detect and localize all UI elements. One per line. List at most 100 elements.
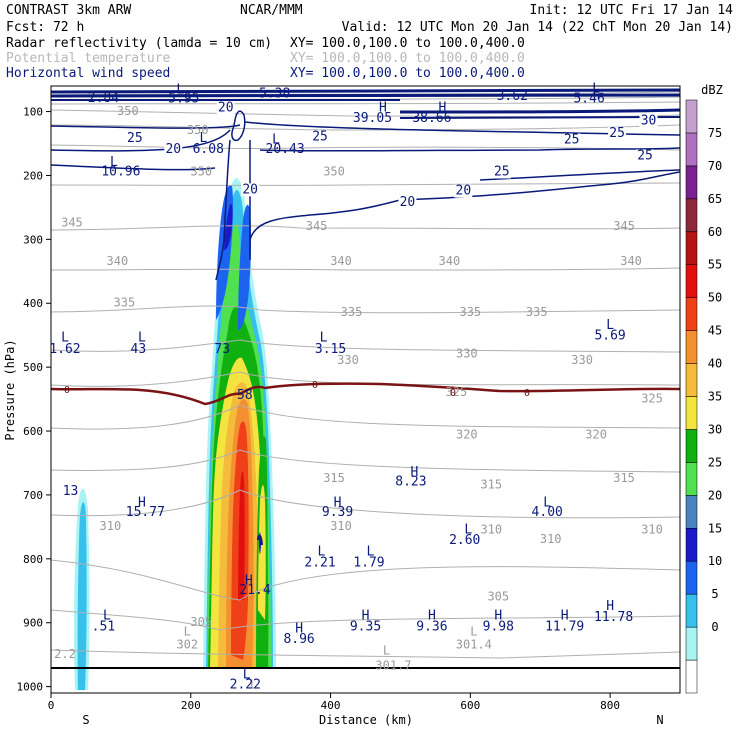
theta-label: 315: [323, 471, 345, 485]
theta-contour: [51, 609, 680, 631]
theta-label: 340: [107, 254, 129, 268]
theta-label: 320: [585, 428, 607, 442]
wind-extremum-label: 9.39: [322, 505, 353, 520]
wind-contour-values: 25 20 20 25 20 20 20 25 25 25 25 30: [125, 101, 658, 210]
wind-extremum-label: 3.62: [497, 89, 528, 104]
wind-contour-label-bg: [639, 114, 658, 128]
wind-contour-label: 30: [641, 113, 657, 128]
echo-right-cell-core: [258, 485, 266, 620]
wind-contour-label: 25: [609, 126, 625, 141]
theta-label: L: [383, 644, 390, 658]
y-axis-label: Pressure (hPa): [3, 339, 17, 440]
wind-extremum-label: 8.96: [283, 632, 314, 647]
wind-extremum-label: 9.35: [350, 619, 381, 634]
theta-label: 310: [330, 519, 352, 533]
theta-label: 305: [487, 589, 509, 603]
y-tick-label: 500: [23, 361, 43, 374]
colorbar-level-label: 5: [711, 587, 718, 601]
wind-extremum-label: L: [366, 545, 374, 560]
wind-contour-label-bg: [398, 196, 417, 210]
wind-extremum-label: 15.77: [126, 505, 165, 520]
wind-contour-label-bg: [241, 183, 260, 197]
colorbar-swatch: [685, 132, 698, 167]
wind-contours: [51, 88, 680, 546]
wind-extremum-label: 21.4: [239, 583, 270, 598]
wind-contour-label-bg: [608, 127, 627, 141]
x-tick-label: 0: [48, 699, 55, 712]
wind-extremum-label: L: [592, 81, 600, 96]
wind-contour: [249, 171, 680, 241]
wind-contour: [231, 110, 246, 142]
center-title: NCAR/MMM: [240, 3, 303, 18]
wind-extremum-label: .51: [92, 619, 115, 634]
wind-extremum-label: 2.22: [230, 678, 261, 693]
wind-extremum-label: L: [464, 522, 472, 537]
theta-label: 340: [330, 254, 352, 268]
colorbar-level-label: 55: [708, 258, 722, 272]
wind-extremum-label: 9.36: [416, 619, 447, 634]
wind-extremum-label: L: [543, 495, 551, 510]
wind-extremum-label: 20.43: [266, 142, 305, 157]
theta-label: L: [470, 624, 477, 638]
wind-contour-label: 25: [564, 133, 580, 148]
colorbar-swatch: [685, 626, 698, 661]
theta-label: 301.7: [375, 658, 411, 672]
echo-left-inner: [77, 502, 87, 690]
y-tick-label: 300: [23, 233, 43, 246]
freezing-level-label: 0: [312, 380, 318, 391]
wind-extremum-label: 2.21: [304, 555, 335, 570]
wind-extremum-label: H: [561, 609, 569, 624]
colorbar-level-label: 35: [708, 390, 722, 404]
theta-label: 310: [540, 532, 562, 546]
wind-extremum-label: H: [138, 495, 146, 510]
init-time: Init: 12 UTC Fri 17 Jan 14: [530, 3, 734, 18]
theta-label: 340: [620, 254, 642, 268]
theta-label: 310: [641, 522, 663, 536]
theta-label: 350: [323, 164, 345, 178]
theta-contour: [51, 649, 680, 659]
wind-extremum-label: H: [379, 101, 387, 116]
field-name-wind: Horizontal wind speed: [6, 66, 170, 81]
colorbar-level-label: 30: [708, 422, 722, 436]
wind-contour: [51, 93, 680, 98]
theta-label: 330: [571, 353, 593, 367]
wind-extremum-label: H: [606, 599, 614, 614]
wind-contour-label: 20: [242, 182, 258, 197]
reflectivity-shading: [74, 178, 276, 690]
theta-label: 350: [117, 104, 139, 118]
theta-label: 345: [613, 219, 635, 233]
wind-extremum-label: H: [438, 101, 446, 116]
theta-label: 335: [459, 305, 481, 319]
theta-label: 325: [641, 391, 663, 405]
wind-extremum-label: 3.15: [315, 342, 346, 357]
south-endpoint-label: S: [82, 713, 89, 727]
y-axis: 100 200 300 400 500 600 700 800 900 1000: [17, 106, 51, 694]
valid-time: Valid: 12 UTC Mon 20 Jan 14 (22 ChT Mon …: [342, 20, 733, 35]
echo-plume-right: [238, 204, 252, 330]
theta-contour: [51, 489, 680, 519]
theta-label: 325: [446, 385, 468, 399]
wind-contour-label: 20: [456, 184, 472, 199]
wind-extremum-label: L: [606, 318, 614, 333]
wind-contour-label-bg: [562, 133, 581, 147]
theta-contour: [51, 267, 680, 271]
wind-contour: [51, 124, 241, 129]
wind-extremum-label: L: [320, 331, 328, 346]
theta-label: 350: [187, 123, 209, 137]
wind-extremum-label: L: [243, 667, 251, 682]
y-tick-label: 100: [23, 106, 43, 119]
wind-contour: [244, 121, 680, 136]
theta-contour: [51, 339, 680, 353]
colorbar-swatch: [685, 231, 698, 265]
wind-contour: [399, 108, 680, 114]
wind-extremum-label: H: [362, 609, 370, 624]
north-endpoint-label: N: [656, 713, 663, 727]
forecast-hour: Fcst: 72 h: [6, 20, 84, 35]
freezing-level-label: 0: [524, 388, 530, 399]
echo-main-60dbz: [238, 471, 245, 600]
wind-contour-label-bg: [492, 165, 511, 179]
wind-contour: [259, 147, 680, 152]
theta-contour: [51, 404, 680, 430]
wind-contour: [215, 139, 231, 281]
y-tick-label: 800: [23, 553, 43, 566]
